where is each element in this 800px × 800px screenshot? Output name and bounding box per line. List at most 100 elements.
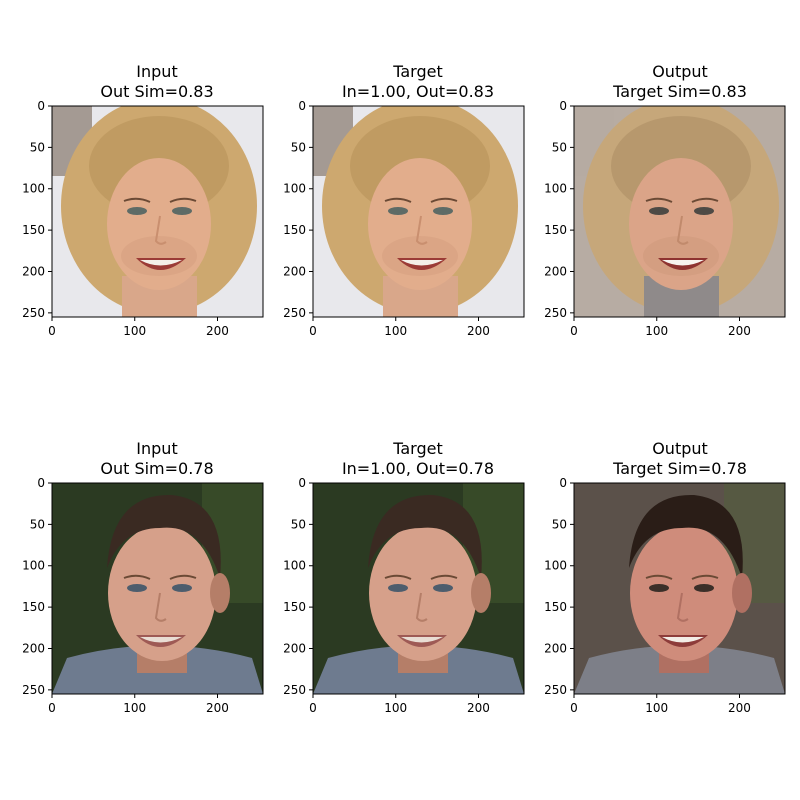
nose (676, 592, 689, 622)
title-line: In=1.00, Out=0.83 (341, 82, 495, 101)
image-panel-input-bottom: 0 100 200 0 50 100 150 200 250 (22, 476, 264, 715)
y-tick-label: 200 (22, 641, 45, 655)
face-image (574, 106, 785, 317)
y-tick-label: 200 (544, 264, 567, 278)
cheek-shade (643, 236, 719, 276)
y-tick-label: 100 (544, 182, 567, 196)
x-tick-label: 200 (467, 701, 490, 715)
title-line: Input (136, 62, 178, 81)
right-eye (172, 584, 192, 592)
right-eyebrow (430, 574, 458, 580)
teeth (662, 260, 704, 266)
y-tick-label: 50 (30, 140, 45, 154)
face-image (574, 483, 785, 694)
x-tick-label: 0 (48, 701, 56, 715)
y-tick-label: 50 (552, 140, 567, 154)
title-line: Input (136, 439, 178, 458)
y-tick-label: 150 (544, 600, 567, 614)
left-eyebrow (123, 197, 151, 203)
right-eye (694, 584, 714, 592)
x-tick-label: 200 (728, 701, 751, 715)
y-tick-label: 0 (37, 476, 45, 490)
nose (154, 215, 167, 245)
y-tick-label: 250 (544, 306, 567, 320)
x-tick-label: 0 (570, 324, 578, 338)
left-eyebrow (384, 197, 412, 203)
y-tick-label: 150 (283, 223, 306, 237)
cheek-shade (121, 236, 197, 276)
image-panel-target-bottom: 0 100 200 0 50 100 150 200 250 (283, 476, 525, 715)
nose (154, 592, 167, 622)
y-tick-label: 0 (37, 99, 45, 113)
x-tick-label: 200 (206, 324, 229, 338)
y-tick-label: 200 (544, 641, 567, 655)
face-image (52, 483, 263, 694)
x-tick-label: 200 (467, 324, 490, 338)
ear (732, 573, 752, 613)
hair (368, 494, 482, 578)
title-line: Out Sim=0.83 (100, 82, 214, 101)
right-eyebrow (691, 197, 719, 203)
x-tick-label: 100 (384, 701, 407, 715)
y-tick-label: 100 (22, 182, 45, 196)
hair (629, 494, 743, 578)
title-line: Output (652, 439, 708, 458)
x-tick-label: 100 (123, 324, 146, 338)
nose (415, 215, 428, 245)
teeth (401, 260, 443, 266)
title-line: Target (393, 439, 443, 458)
x-tick-label: 200 (206, 701, 229, 715)
axes-frame (573, 482, 786, 695)
title-line: Target Sim=0.83 (613, 82, 747, 101)
panel-title-output-bottom: Output Target Sim=0.78 (550, 439, 800, 479)
y-tick-label: 50 (30, 517, 45, 531)
title-line: In=1.00, Out=0.78 (341, 459, 495, 478)
teeth (140, 637, 182, 643)
y-tick-label: 0 (559, 99, 567, 113)
face-image (52, 106, 263, 317)
x-tick-label: 100 (645, 324, 668, 338)
y-tick-label: 150 (544, 223, 567, 237)
left-eye (649, 584, 669, 592)
y-tick-label: 0 (559, 476, 567, 490)
y-tick-label: 50 (291, 140, 306, 154)
panel-title-target-bottom: Target In=1.00, Out=0.78 (288, 439, 548, 479)
x-tick-label: 0 (309, 701, 317, 715)
y-tick-label: 0 (298, 99, 306, 113)
right-eyebrow (169, 574, 197, 580)
x-tick-label: 0 (309, 324, 317, 338)
nose (415, 592, 428, 622)
axes-frame (312, 482, 525, 695)
y-tick-label: 250 (544, 683, 567, 697)
panel-title-target-top: Target In=1.00, Out=0.83 (288, 62, 548, 102)
teeth (140, 260, 182, 266)
image-panel-output-top: 0 100 200 0 50 100 150 200 250 (544, 99, 786, 338)
right-eye (433, 584, 453, 592)
x-tick-label: 0 (48, 324, 56, 338)
left-eyebrow (645, 574, 673, 580)
left-eye (388, 584, 408, 592)
right-eyebrow (169, 197, 197, 203)
x-tick-label: 0 (570, 701, 578, 715)
y-tick-label: 50 (552, 517, 567, 531)
y-tick-label: 250 (283, 683, 306, 697)
left-eye (127, 584, 147, 592)
x-tick-label: 200 (728, 324, 751, 338)
x-tick-label: 100 (384, 324, 407, 338)
face-image (313, 106, 524, 317)
y-tick-label: 50 (291, 517, 306, 531)
cheek-shade (382, 236, 458, 276)
y-tick-label: 250 (22, 683, 45, 697)
nose (676, 215, 689, 245)
x-tick-label: 100 (645, 701, 668, 715)
right-eyebrow (430, 197, 458, 203)
y-tick-label: 100 (22, 559, 45, 573)
y-tick-label: 150 (22, 600, 45, 614)
axes-frame (312, 105, 525, 318)
title-line: Target Sim=0.78 (613, 459, 747, 478)
ear (471, 573, 491, 613)
panel-title-output-top: Output Target Sim=0.83 (550, 62, 800, 102)
left-eye (388, 207, 408, 215)
left-eyebrow (384, 574, 412, 580)
